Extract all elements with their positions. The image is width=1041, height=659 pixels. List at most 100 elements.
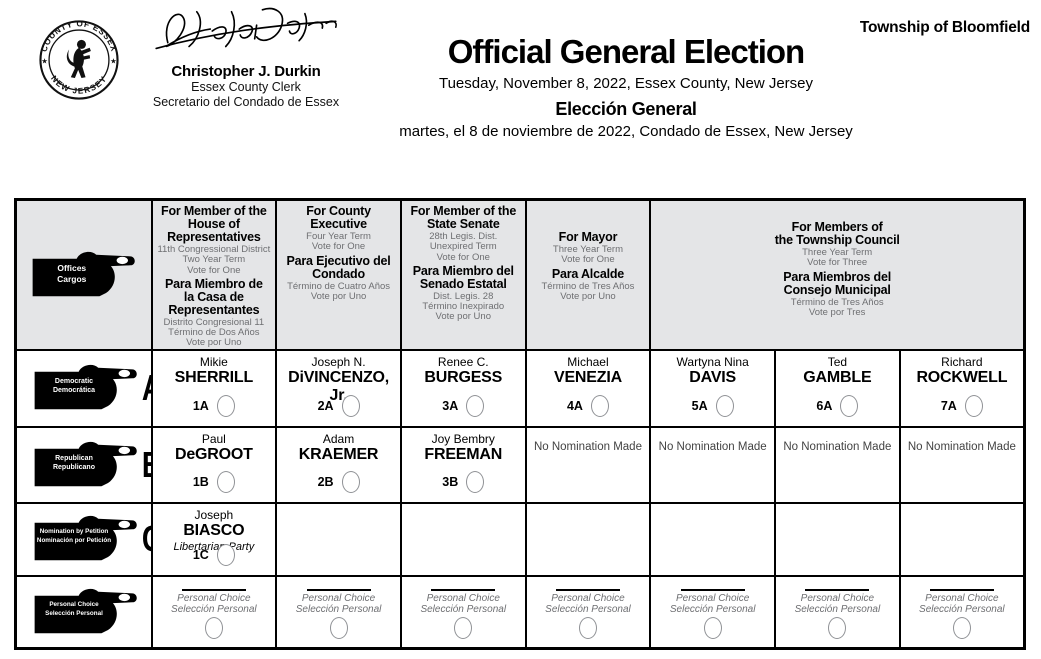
pointing-hand-icon: Republican Republicano: [33, 439, 139, 491]
vote-oval[interactable]: [952, 616, 971, 639]
no-nomination-text: No Nomination Made: [533, 440, 642, 453]
vote-oval[interactable]: [341, 470, 360, 493]
candidate-cell: Michael VENEZIA 4A: [524, 348, 652, 428]
write-in-line[interactable]: [929, 588, 994, 591]
personal-choice-cell: Personal Choice Selección Personal: [150, 574, 278, 650]
candidate-last-name: DeGROOT: [174, 445, 253, 463]
empty-cell: [275, 501, 402, 577]
contest-details-es: Término de Cuatro Años Vote por Uno: [287, 280, 391, 302]
personal-choice-label: Personal Choice Selección Personal: [420, 592, 507, 615]
ballot-position-label: 7A: [940, 398, 957, 413]
personal-choice-label: Personal Choice Selección Personal: [295, 592, 382, 615]
ballot-position-label: 4A: [566, 398, 583, 413]
clerk-title-en: Essex County Clerk: [191, 80, 301, 94]
personal-choice-cell: Personal Choice Selección Personal: [399, 574, 527, 650]
write-in-line[interactable]: [181, 588, 246, 591]
vote-oval[interactable]: [590, 394, 609, 417]
candidate-first-name: Joy Bembry: [431, 431, 495, 446]
contest-details-es: Dist. Legis. 28 Término Inexpirado Vote …: [422, 290, 505, 323]
vote-oval[interactable]: [840, 394, 859, 417]
personal-choice-cell: Personal Choice Selección Personal: [898, 574, 1026, 650]
vote-oval[interactable]: [216, 470, 235, 493]
vote-oval[interactable]: [454, 616, 473, 639]
election-title-es: Elección General: [555, 99, 697, 119]
candidate-first-name: Joseph N.: [311, 354, 366, 369]
contest-header-mayor: For Mayor Three Year Term Vote for One P…: [524, 198, 652, 351]
write-in-line[interactable]: [555, 588, 620, 591]
vote-oval[interactable]: [715, 394, 734, 417]
candidate-first-name: Mikie: [199, 354, 228, 369]
party-row-democratic: Democratic Democrática A Mikie SHERRILL …: [14, 348, 1026, 428]
vote-oval[interactable]: [216, 394, 235, 417]
write-in-line[interactable]: [431, 588, 496, 591]
pointing-hand-icon: Nomination by Petition Nominación por Pe…: [33, 513, 139, 565]
vote-oval[interactable]: [578, 616, 597, 639]
pointing-hand-icon: Offices Cargos: [31, 249, 137, 301]
ballot-position-label: 3A: [442, 398, 459, 413]
candidate-cell: Renee C. BURGESS 3A: [399, 348, 527, 428]
election-title-en: Official General Election: [447, 33, 805, 70]
ballot-position-label: 1C: [192, 547, 209, 562]
personal-choice-label: Personal Choice Selección Personal: [545, 592, 631, 615]
vote-oval[interactable]: [204, 616, 223, 639]
write-in-line[interactable]: [805, 588, 870, 591]
county-clerk-block: Christopher J. Durkin Essex County Clerk…: [146, 4, 346, 111]
pointing-hand-icon: Personal Choice Selección Personal: [33, 586, 139, 638]
no-nomination-text: No Nomination Made: [658, 440, 767, 453]
candidate-cell: Joy Bembry FREEMAN 3B: [399, 425, 527, 504]
candidate-cell: Ted GAMBLE 6A: [774, 348, 901, 428]
party-label: Democratic Democrática: [52, 378, 96, 395]
svg-text:★: ★: [110, 56, 117, 65]
ballot-position-label: 1A: [192, 398, 209, 413]
candidate-last-name: KRAEMER: [298, 445, 379, 463]
vote-oval[interactable]: [466, 470, 485, 493]
candidate-last-name: BURGESS: [424, 368, 503, 386]
personal-choice-row: Personal Choice Selección Personal Perso…: [14, 574, 1026, 650]
contest-details-en: Four Year Term Vote for One: [306, 231, 371, 253]
row-letter: C: [142, 518, 150, 560]
vote-oval[interactable]: [329, 616, 348, 639]
contest-title-es: Para Miembros del Consejo Municipal: [783, 269, 892, 297]
candidate-cell: Adam KRAEMER 2B: [275, 425, 402, 504]
contest-header-state-senate: For Member of the State Senate 28th Legi…: [399, 198, 527, 351]
write-in-line[interactable]: [680, 588, 745, 591]
personal-choice-cell: Personal Choice Selección Personal: [275, 574, 402, 650]
candidate-cell: Joseph N. DiVINCENZO, Jr. 2A: [275, 348, 402, 428]
vote-oval[interactable]: [964, 394, 983, 417]
contest-header-township-council: For Members of the Township Council Thre…: [649, 198, 1026, 351]
offices-header-cell: Offices Cargos: [14, 198, 153, 351]
no-nomination-cell: No Nomination Made: [649, 425, 777, 504]
vote-oval[interactable]: [466, 394, 485, 417]
lion-rampant-icon: [66, 39, 91, 79]
svg-text:★: ★: [41, 56, 48, 65]
election-date-en: Tuesday, November 8, 2022, Essex County,…: [438, 75, 814, 92]
ballot-position-label: 6A: [816, 398, 833, 413]
candidate-last-name: ROCKWELL: [916, 368, 1008, 386]
candidate-first-name: Wartyna Nina: [676, 354, 749, 369]
candidate-first-name: Adam: [322, 431, 355, 446]
vote-oval[interactable]: [828, 616, 847, 639]
candidate-first-name: Joseph: [194, 507, 234, 522]
contest-title-en: For Members of the Township Council: [774, 220, 900, 247]
candidate-first-name: Michael: [567, 354, 609, 369]
personal-choice-label: Personal Choice Selección Personal: [171, 592, 257, 615]
contest-title-es: Para Miembro de la Casa de Representante…: [164, 276, 263, 317]
vote-oval[interactable]: [216, 543, 235, 566]
row-label-personal-choice: Personal Choice Selección Personal: [14, 574, 153, 650]
no-nomination-cell: No Nomination Made: [774, 425, 901, 504]
write-in-line[interactable]: [306, 588, 371, 591]
clerk-name: Christopher J. Durkin: [171, 63, 321, 80]
no-nomination-cell: No Nomination Made: [898, 425, 1026, 504]
contest-title-en: For Member of the State Senate: [410, 204, 517, 231]
empty-cell: [774, 501, 901, 577]
election-title-block: Official General Election Tuesday, Novem…: [320, 33, 932, 140]
ballot-position-label: 3B: [442, 474, 459, 489]
offices-label: Offices Cargos: [57, 262, 87, 284]
empty-cell: [524, 501, 652, 577]
candidate-first-name: Richard: [941, 354, 983, 369]
vote-oval[interactable]: [341, 394, 360, 417]
ballot-position-label: 1B: [192, 474, 209, 489]
candidate-last-name: GAMBLE: [803, 368, 872, 386]
candidate-cell: Paul DeGROOT 1B: [150, 425, 278, 504]
vote-oval[interactable]: [703, 616, 722, 639]
